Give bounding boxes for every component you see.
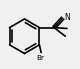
Text: N: N <box>64 13 70 22</box>
Text: Br: Br <box>36 55 44 61</box>
